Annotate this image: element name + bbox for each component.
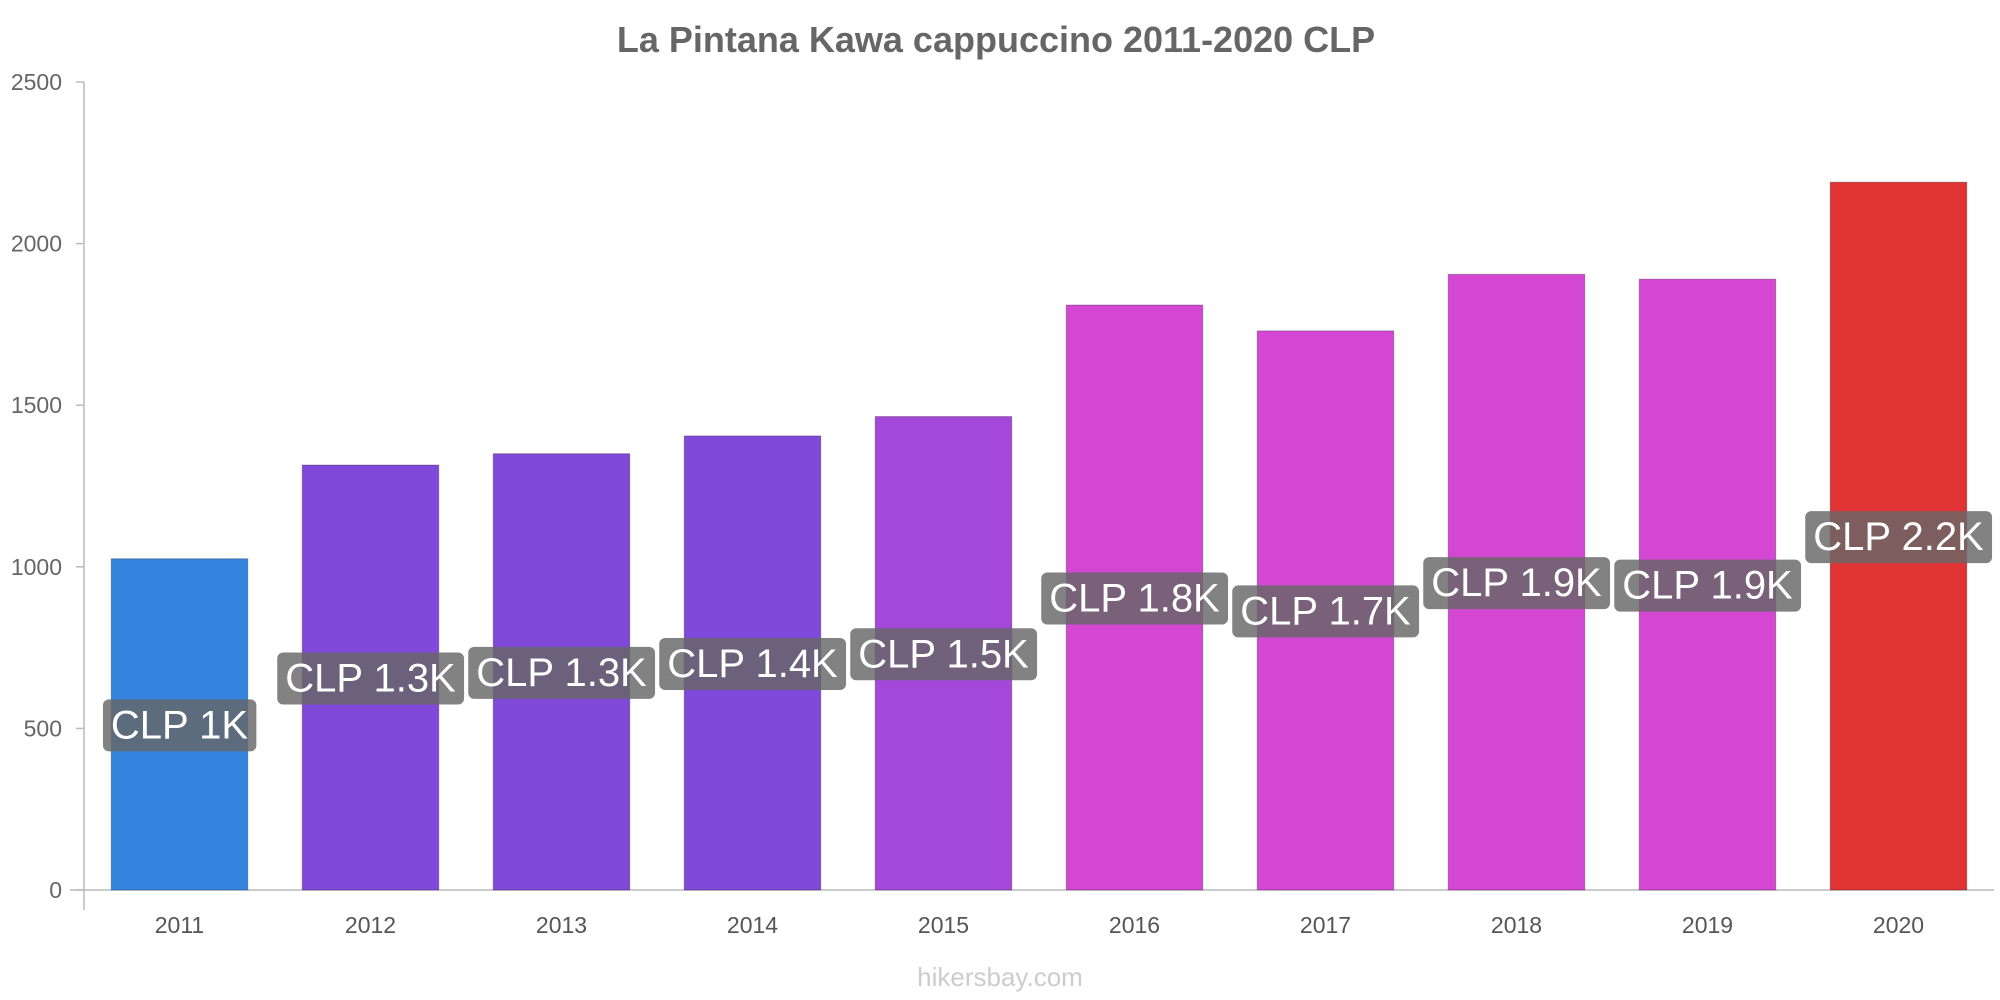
data-label-box	[1614, 559, 1802, 612]
data-label: CLP 1.3K	[285, 656, 456, 700]
data-label-box	[1232, 585, 1420, 638]
data-labels-group: CLP 1K CLP 1.3K CLP 1.3K CLP 1.4K CLP 1.5K CL…	[102, 511, 1993, 752]
bars-group	[110, 181, 1968, 891]
data-label: CLP 1.4K	[667, 642, 838, 686]
x-axis-ticks: 2011 2012 2013 2014 2015 2016 2017 2018 2019 2020	[155, 912, 1924, 938]
data-label-box	[277, 652, 465, 705]
data-label-box	[468, 646, 656, 699]
data-label: CLP 1K	[111, 703, 248, 747]
data-label-box	[1041, 572, 1229, 625]
x-tick-label: 2017	[1300, 912, 1351, 938]
data-label: CLP 1.5K	[858, 632, 1029, 676]
y-tick-label: 1000	[11, 554, 62, 580]
y-tick-label: 0	[49, 877, 62, 903]
y-axis-ticks: 0 500 1000 1500 2000 2500	[11, 69, 84, 903]
data-label: CLP 1.3K	[476, 651, 647, 695]
x-tick-label: 2014	[727, 912, 778, 938]
data-label-box	[850, 628, 1038, 681]
y-tick-label: 2500	[11, 69, 62, 95]
x-tick-label: 2019	[1682, 912, 1733, 938]
x-tick-label: 2012	[345, 912, 396, 938]
data-label-box	[1805, 511, 1993, 564]
data-label: CLP 1.7K	[1240, 589, 1411, 633]
data-label: CLP 1.9K	[1622, 564, 1793, 608]
chart-title: La Pintana Kawa cappuccino 2011-2020 CLP	[617, 19, 1375, 60]
x-tick-label: 2013	[536, 912, 587, 938]
x-tick-label: 2015	[918, 912, 969, 938]
x-tick-label: 2018	[1491, 912, 1542, 938]
x-tick-label: 2011	[155, 912, 204, 938]
x-tick-label: 2020	[1873, 912, 1924, 938]
x-tick-label: 2016	[1109, 912, 1160, 938]
data-label-box	[102, 699, 257, 752]
watermark: hikersbay.com	[917, 962, 1083, 992]
data-label-box	[1423, 557, 1611, 610]
data-label: CLP 2.2K	[1813, 515, 1984, 559]
data-label: CLP 1.8K	[1049, 577, 1220, 621]
y-tick-label: 500	[24, 715, 62, 741]
data-label-box	[659, 637, 847, 690]
y-tick-label: 2000	[11, 231, 62, 257]
y-tick-label: 1500	[11, 392, 62, 418]
data-label: CLP 1.9K	[1431, 561, 1602, 605]
